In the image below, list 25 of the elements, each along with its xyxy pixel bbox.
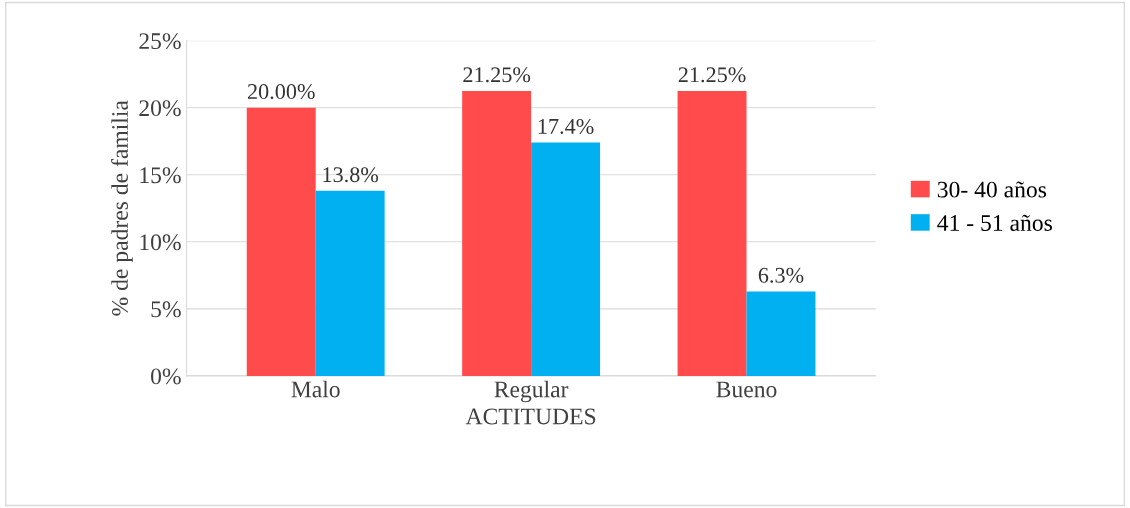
y-axis-title: % de padres de familia — [111, 100, 133, 316]
y-tick-label: 5% — [151, 301, 181, 318]
data-label: 13.8% — [323, 167, 379, 183]
y-tick-label: 10% — [140, 234, 181, 251]
data-label: 6.3% — [758, 267, 804, 283]
y-tick-label: 25% — [139, 33, 181, 50]
bar — [315, 190, 385, 376]
x-tick-label: Bueno — [716, 381, 777, 398]
data-label: 21.25% — [678, 67, 746, 83]
bar — [746, 291, 816, 376]
y-tick-label: 20% — [139, 100, 181, 117]
x-tick-label: Regular — [494, 380, 569, 403]
bar — [246, 107, 316, 376]
legend-label: 30- 40 años — [937, 181, 1047, 198]
data-label: 21.25% — [463, 67, 531, 83]
x-axis-title: ACTITUDES — [465, 408, 596, 425]
x-tick-label: Malo — [291, 380, 340, 398]
y-tick-label: 0% — [151, 368, 181, 385]
legend-label: 41 - 51 años — [937, 214, 1052, 231]
data-label: 20.00% — [247, 84, 315, 100]
bar — [462, 90, 532, 376]
bar — [531, 142, 601, 376]
bar — [677, 90, 747, 376]
y-tick-label: 15% — [140, 167, 181, 184]
data-label: 17.4% — [538, 118, 594, 134]
